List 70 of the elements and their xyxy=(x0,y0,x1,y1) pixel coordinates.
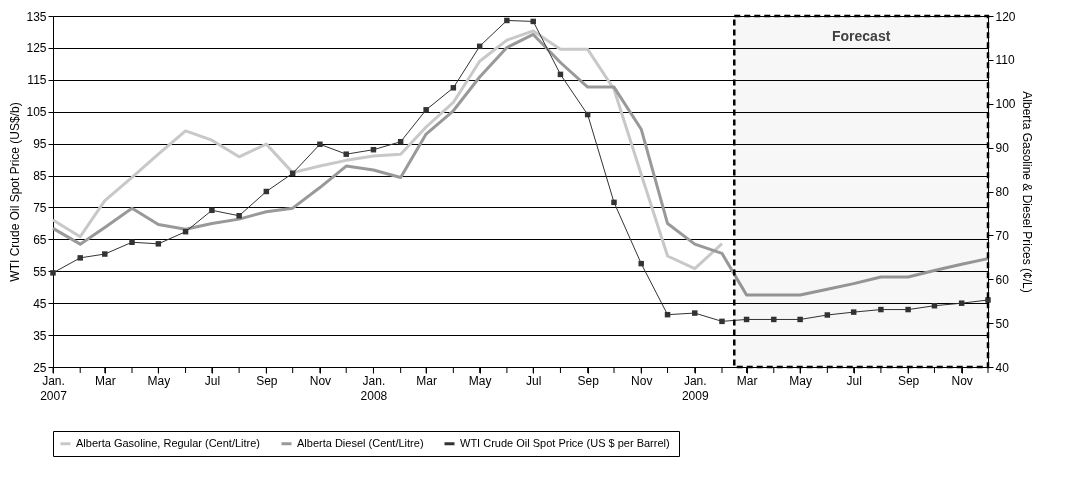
y-axis-title: WTI Crude Oil Spot Price (US$/b) xyxy=(8,102,23,282)
point xyxy=(530,18,536,25)
point xyxy=(209,207,215,214)
point xyxy=(423,107,429,113)
point xyxy=(692,310,698,316)
y-tick-label: 45 xyxy=(33,296,47,311)
x-tick-label: Jul xyxy=(204,373,221,388)
x-tick-label: Jul xyxy=(846,373,862,388)
x-tick-label: Mar xyxy=(416,373,437,388)
y-tick-label: 35 xyxy=(33,328,47,343)
y-tick-label: 135 xyxy=(26,9,47,24)
y-tick-label: 85 xyxy=(33,169,47,184)
y-tick-label: 105 xyxy=(26,105,47,120)
y-tick-label: 25 xyxy=(33,360,47,375)
y-tick-label: 55 xyxy=(33,264,47,279)
legend-label: Alberta Gasoline, Regular (Cent/Litre) xyxy=(76,436,261,449)
x-tick-label: Mar xyxy=(736,373,758,388)
point xyxy=(450,85,457,91)
x-tick-label: Nov xyxy=(309,373,332,388)
point xyxy=(504,17,510,24)
point xyxy=(638,260,644,267)
point xyxy=(771,316,777,323)
point xyxy=(343,151,349,157)
y2-tick-label: 80 xyxy=(995,185,1010,199)
y-tick-label: 95 xyxy=(33,137,47,152)
point xyxy=(129,239,135,245)
x-tick-label: Jul xyxy=(526,373,542,388)
y2-tick-label: 90 xyxy=(995,141,1010,156)
y-tick-label: 75 xyxy=(33,200,47,215)
point xyxy=(155,241,162,247)
point xyxy=(824,312,831,318)
point xyxy=(878,306,884,313)
y-tick-label: 115 xyxy=(27,73,47,88)
y2-tick-label: 120 xyxy=(995,9,1016,24)
point xyxy=(797,316,803,323)
y-tick-label: 125 xyxy=(26,41,47,56)
y2-axis-title: Alberta Gasoline & Diesel Prices (¢/L) xyxy=(1019,91,1034,293)
y2-tick-label: 100 xyxy=(995,97,1016,112)
point xyxy=(719,318,725,325)
point xyxy=(77,255,83,261)
point xyxy=(905,306,911,313)
x-tick-label: May xyxy=(468,373,492,388)
y2-tick-label: 50 xyxy=(995,316,1010,331)
legend-label: WTI Crude Oil Spot Price (US $ per Barrel) xyxy=(460,436,670,449)
x-tick-label: Jan. 2008 xyxy=(360,373,388,403)
band-label: Forecast xyxy=(831,28,891,44)
x-tick-label: Sep xyxy=(256,373,278,388)
x-tick-label: Jan. 2009 xyxy=(681,373,709,403)
point xyxy=(985,297,991,303)
x-tick-label: Mar xyxy=(94,373,116,388)
legend-label: Alberta Diesel (Cent/Litre) xyxy=(297,436,424,449)
point xyxy=(102,251,108,257)
point xyxy=(236,213,242,219)
point xyxy=(850,309,857,315)
y2-tick-label: 70 xyxy=(995,228,1010,243)
y2-tick-label: 110 xyxy=(995,53,1015,68)
x-tick-label: Nov xyxy=(631,373,653,388)
x-tick-label: Nov xyxy=(951,373,973,388)
x-tick-label: Sep xyxy=(897,373,920,388)
y-tick-label: 65 xyxy=(33,232,47,247)
point xyxy=(958,300,965,306)
x-tick-label: Sep xyxy=(577,373,600,388)
x-tick-label: May xyxy=(147,373,171,388)
point xyxy=(317,141,323,148)
y2-tick-label: 40 xyxy=(995,360,1010,375)
point xyxy=(611,199,617,206)
x-tick-label: May xyxy=(789,373,812,388)
x-tick-label: Jan. 2007 xyxy=(40,373,68,403)
y2-tick-label: 60 xyxy=(995,272,1010,287)
line-series xyxy=(51,29,724,271)
